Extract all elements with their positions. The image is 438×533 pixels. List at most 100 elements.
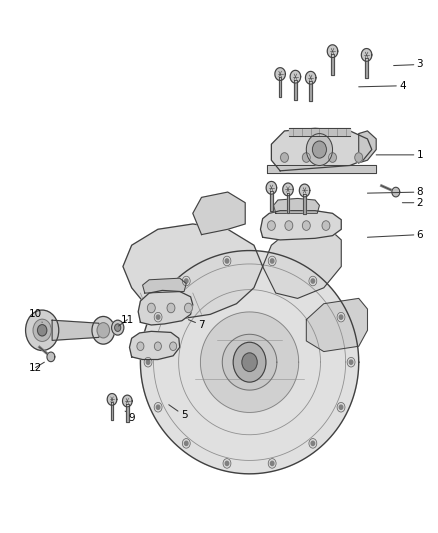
Polygon shape bbox=[275, 68, 286, 80]
Polygon shape bbox=[263, 224, 341, 298]
Circle shape bbox=[38, 325, 47, 336]
Polygon shape bbox=[306, 298, 367, 352]
Polygon shape bbox=[270, 191, 273, 211]
Circle shape bbox=[225, 259, 229, 263]
Circle shape bbox=[184, 441, 188, 446]
Text: 8: 8 bbox=[367, 187, 423, 197]
Polygon shape bbox=[126, 404, 129, 422]
Circle shape bbox=[355, 153, 363, 163]
Circle shape bbox=[92, 317, 115, 344]
Circle shape bbox=[148, 303, 155, 313]
Polygon shape bbox=[52, 320, 99, 341]
Polygon shape bbox=[283, 183, 293, 196]
Polygon shape bbox=[327, 45, 338, 58]
Circle shape bbox=[144, 358, 152, 367]
Polygon shape bbox=[289, 128, 350, 136]
Circle shape bbox=[302, 221, 310, 230]
Polygon shape bbox=[299, 184, 310, 197]
Circle shape bbox=[146, 360, 150, 365]
Polygon shape bbox=[272, 128, 372, 171]
Circle shape bbox=[322, 221, 330, 230]
Circle shape bbox=[154, 402, 162, 412]
Circle shape bbox=[311, 279, 314, 283]
Polygon shape bbox=[261, 211, 341, 240]
Polygon shape bbox=[222, 334, 277, 390]
Polygon shape bbox=[274, 198, 319, 213]
Circle shape bbox=[154, 312, 162, 322]
Circle shape bbox=[309, 439, 317, 448]
Text: 7: 7 bbox=[188, 320, 205, 330]
Polygon shape bbox=[365, 58, 368, 78]
Polygon shape bbox=[331, 54, 334, 75]
Text: 9: 9 bbox=[125, 411, 135, 423]
Text: 10: 10 bbox=[29, 309, 42, 322]
Circle shape bbox=[233, 342, 266, 382]
Polygon shape bbox=[305, 71, 316, 84]
Circle shape bbox=[115, 324, 121, 332]
Polygon shape bbox=[130, 332, 180, 360]
Polygon shape bbox=[290, 70, 300, 83]
Polygon shape bbox=[123, 395, 132, 407]
Polygon shape bbox=[359, 131, 376, 163]
Text: 12: 12 bbox=[29, 362, 44, 373]
Circle shape bbox=[156, 405, 160, 409]
Circle shape bbox=[350, 360, 353, 365]
Polygon shape bbox=[47, 352, 55, 362]
Circle shape bbox=[182, 439, 190, 448]
Circle shape bbox=[268, 256, 276, 266]
Polygon shape bbox=[193, 192, 245, 235]
Polygon shape bbox=[267, 165, 376, 173]
Polygon shape bbox=[303, 193, 306, 214]
Circle shape bbox=[339, 315, 343, 319]
Polygon shape bbox=[141, 251, 359, 474]
Circle shape bbox=[25, 310, 59, 351]
Polygon shape bbox=[111, 402, 113, 421]
Polygon shape bbox=[123, 224, 263, 320]
Text: 6: 6 bbox=[367, 230, 423, 240]
Polygon shape bbox=[361, 49, 372, 61]
Circle shape bbox=[242, 353, 257, 372]
Text: 2: 2 bbox=[403, 198, 423, 208]
Circle shape bbox=[112, 320, 124, 335]
Circle shape bbox=[270, 259, 274, 263]
Circle shape bbox=[268, 458, 276, 468]
Polygon shape bbox=[309, 81, 312, 101]
Circle shape bbox=[337, 402, 345, 412]
Circle shape bbox=[223, 458, 231, 468]
Circle shape bbox=[309, 276, 317, 286]
Text: 5: 5 bbox=[169, 405, 187, 421]
Circle shape bbox=[154, 342, 161, 351]
Polygon shape bbox=[138, 290, 193, 325]
Polygon shape bbox=[107, 393, 117, 405]
Circle shape bbox=[184, 279, 188, 283]
Polygon shape bbox=[143, 278, 186, 293]
Circle shape bbox=[302, 153, 310, 163]
Text: 3: 3 bbox=[394, 60, 423, 69]
Circle shape bbox=[182, 276, 190, 286]
Polygon shape bbox=[294, 80, 297, 100]
Circle shape bbox=[225, 461, 229, 465]
Text: 11: 11 bbox=[119, 314, 134, 326]
Polygon shape bbox=[279, 77, 282, 98]
Circle shape bbox=[170, 342, 177, 351]
Circle shape bbox=[184, 303, 192, 313]
Circle shape bbox=[347, 358, 355, 367]
Circle shape bbox=[223, 256, 231, 266]
Circle shape bbox=[33, 319, 51, 342]
Circle shape bbox=[339, 405, 343, 409]
Text: 1: 1 bbox=[376, 150, 423, 160]
Circle shape bbox=[268, 221, 276, 230]
Circle shape bbox=[312, 141, 326, 158]
Circle shape bbox=[167, 303, 175, 313]
Circle shape bbox=[137, 342, 144, 351]
Polygon shape bbox=[201, 312, 299, 413]
Circle shape bbox=[311, 441, 314, 446]
Circle shape bbox=[97, 322, 110, 338]
Polygon shape bbox=[287, 192, 289, 213]
Polygon shape bbox=[266, 181, 277, 194]
Circle shape bbox=[281, 153, 288, 163]
Circle shape bbox=[270, 461, 274, 465]
Circle shape bbox=[156, 315, 160, 319]
Text: 4: 4 bbox=[359, 81, 406, 91]
Circle shape bbox=[337, 312, 345, 322]
